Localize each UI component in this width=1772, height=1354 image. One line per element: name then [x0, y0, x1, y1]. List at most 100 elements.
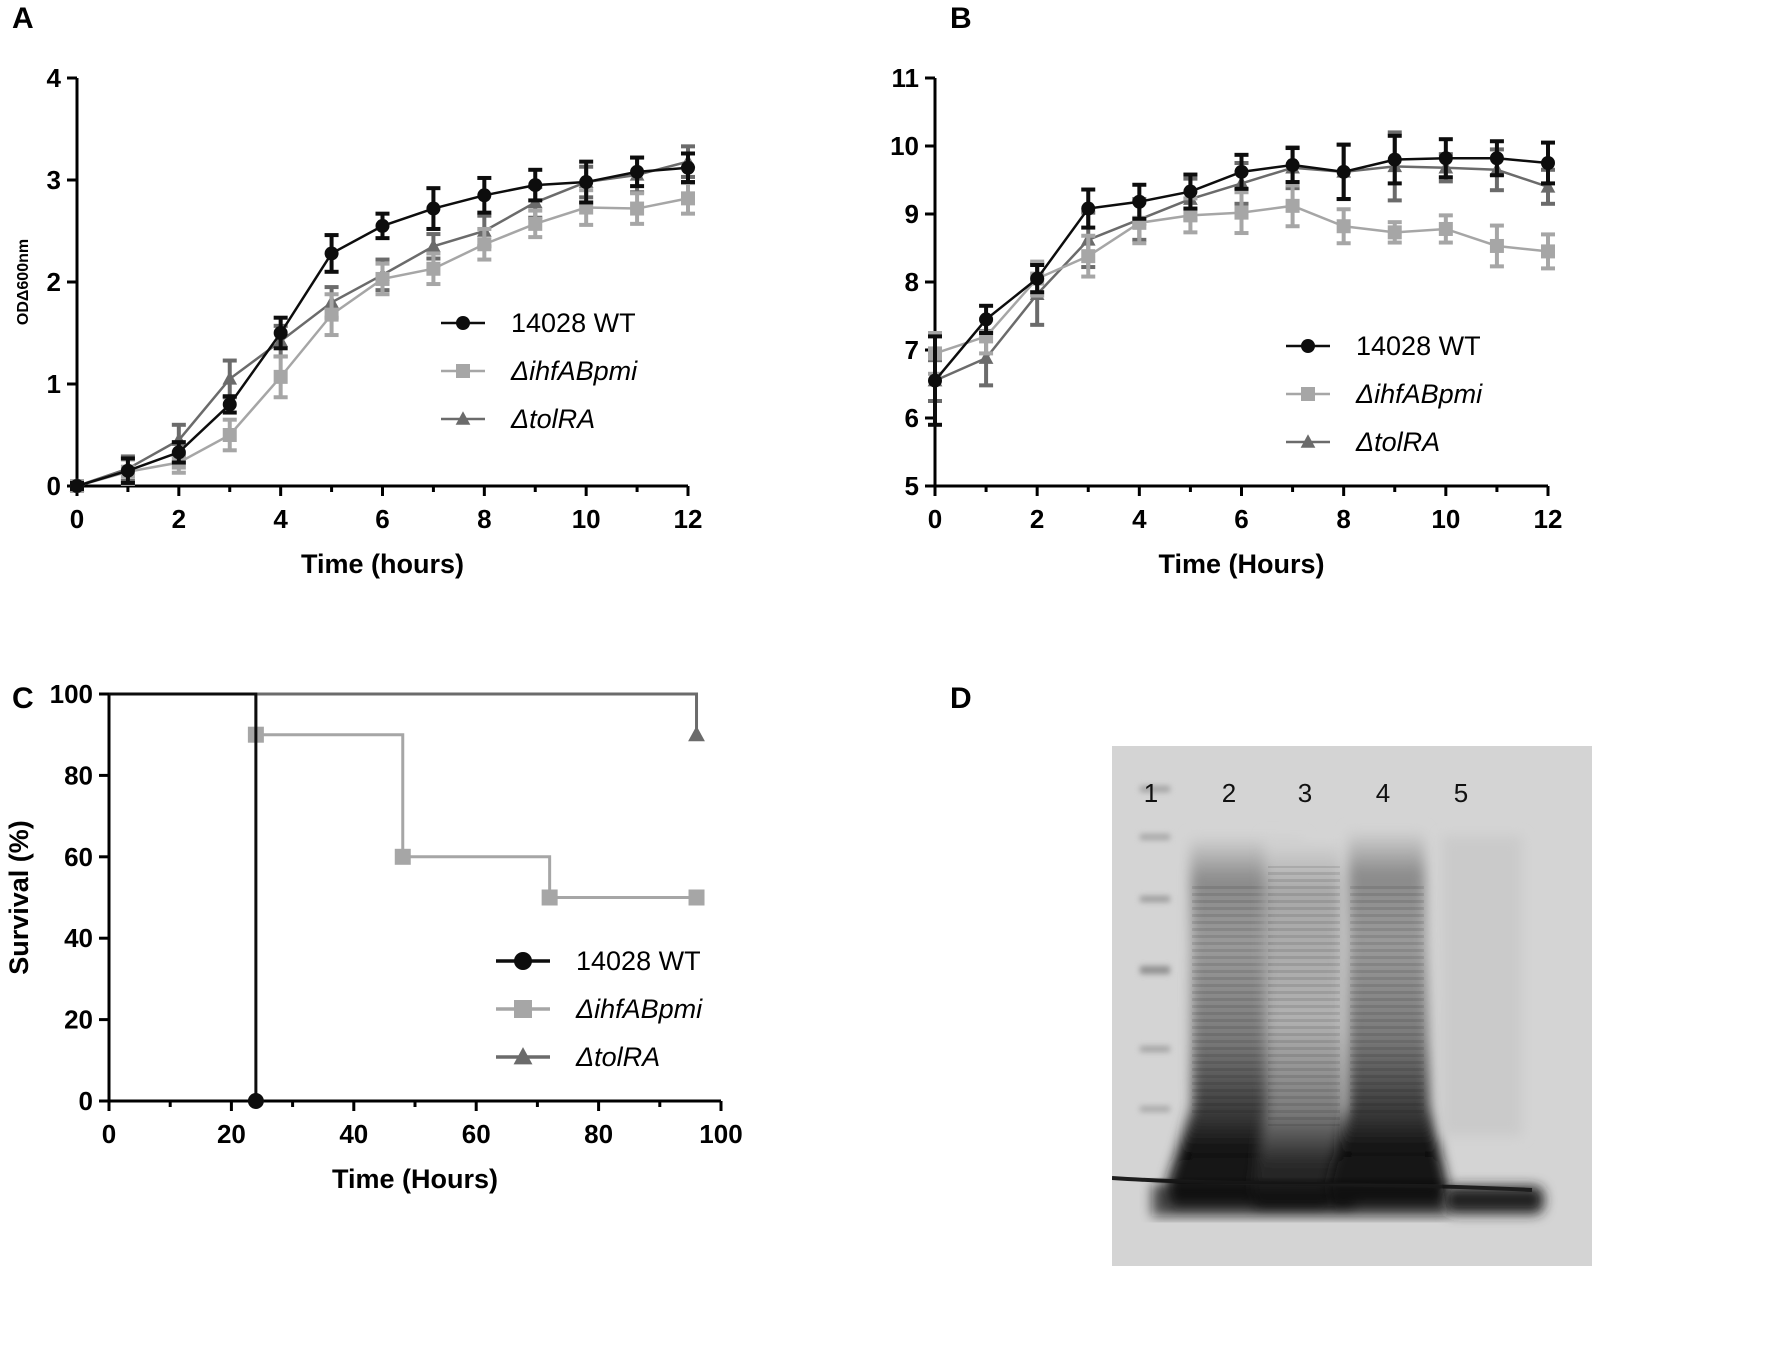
legend-marker-triangle	[455, 411, 471, 425]
x-axis-title: Time (hours)	[301, 549, 464, 579]
data-point	[579, 175, 594, 190]
data-point	[394, 848, 411, 865]
legend-marker-square	[514, 1000, 532, 1018]
data-point	[324, 246, 339, 261]
data-point	[1183, 208, 1198, 223]
panel-label-c: C	[12, 682, 34, 715]
legend-label: ΔtolRA	[510, 404, 595, 434]
legend-label: ΔtolRA	[575, 1042, 660, 1072]
legend-entry: 14028 WT	[441, 308, 636, 338]
data-point	[979, 312, 994, 327]
data-point	[978, 350, 994, 364]
data-point	[1132, 194, 1147, 209]
legend-entry: ΔihfABpmi	[1286, 379, 1483, 409]
survival-step-line	[109, 692, 258, 1101]
y-tick-label: 7	[905, 335, 919, 365]
y-tick-label: 11	[892, 63, 920, 93]
x-tick-label: 0	[102, 1119, 116, 1149]
y-tick-label: 8	[905, 267, 919, 297]
data-point	[681, 160, 695, 175]
legend-marker-triangle	[513, 1047, 533, 1065]
legend-entry: 14028 WT	[1286, 331, 1481, 361]
data-point	[541, 889, 558, 906]
data-point	[273, 369, 288, 384]
x-tick-label: 80	[584, 1119, 613, 1149]
legend-label: 14028 WT	[576, 946, 701, 976]
y-tick-label: 60	[64, 842, 93, 872]
y-tick-label: 10	[890, 131, 919, 161]
legend-label: ΔtolRA	[1355, 427, 1440, 457]
legend-label: 14028 WT	[511, 308, 636, 338]
data-point	[681, 191, 695, 206]
x-tick-label: 100	[699, 1119, 742, 1149]
legend-label: ΔihfABpmi	[1355, 379, 1483, 409]
x-tick-label: 8	[477, 504, 491, 534]
gel-lane-1	[1140, 786, 1170, 1112]
data-point	[222, 428, 237, 442]
gel-lane-5	[1442, 836, 1544, 1214]
data-point	[222, 397, 237, 412]
data-point	[375, 271, 390, 286]
data-point	[928, 373, 942, 388]
y-axis-title: ODΔ600nm	[15, 239, 32, 325]
y-tick-label: 6	[905, 403, 919, 433]
data-point	[324, 307, 339, 322]
y-axis-title: Survival (%)	[4, 820, 34, 975]
survival-step-line	[109, 692, 699, 735]
data-point	[273, 326, 288, 340]
x-axis-title: Time (Hours)	[332, 1164, 498, 1194]
data-point	[1438, 151, 1453, 166]
gel-lane-3	[1252, 836, 1358, 1206]
gel-lane-number: 4	[1376, 778, 1390, 808]
x-tick-label: 10	[1431, 504, 1460, 534]
data-point	[1285, 158, 1300, 173]
legend-entry: ΔihfABpmi	[441, 356, 638, 386]
series-square	[109, 692, 705, 906]
data-point	[171, 445, 186, 460]
legend-label: ΔihfABpmi	[575, 994, 703, 1024]
data-point	[426, 261, 441, 276]
data-point	[1541, 156, 1555, 170]
data-point	[70, 479, 84, 493]
y-tick-label: 3	[47, 165, 61, 195]
data-point	[1489, 238, 1504, 253]
series-triangle	[109, 692, 705, 742]
legend-marker-square	[1301, 387, 1315, 401]
data-point	[1285, 198, 1300, 213]
y-tick-label: 40	[64, 923, 93, 953]
data-point	[528, 178, 543, 193]
data-point	[1030, 271, 1045, 286]
legend-entry: ΔtolRA	[496, 1042, 660, 1072]
x-tick-label: 2	[1030, 504, 1044, 534]
gel-lane-number: 2	[1222, 778, 1236, 808]
data-point	[426, 238, 441, 253]
panel-label-b: B	[950, 2, 972, 35]
x-tick-label: 10	[572, 504, 601, 534]
panel-label-d: D	[950, 682, 972, 715]
data-point	[528, 216, 543, 231]
gel-lane-number: 3	[1298, 778, 1312, 808]
data-point	[1234, 164, 1249, 179]
legend-entry: ΔihfABpmi	[496, 994, 703, 1024]
y-tick-label: 5	[905, 471, 919, 501]
x-tick-label: 8	[1336, 504, 1350, 534]
y-tick-label: 2	[47, 267, 61, 297]
gel-image-d: 1 2 3 4 5	[1112, 746, 1592, 1266]
legend-entry: ΔtolRA	[441, 404, 595, 434]
legend-label: ΔihfABpmi	[510, 356, 638, 386]
series-circle	[928, 133, 1555, 427]
survival-step-line	[109, 692, 697, 899]
data-point	[477, 237, 492, 252]
legend-entry: ΔtolRA	[1286, 427, 1440, 457]
legend-marker-circle	[1301, 339, 1315, 353]
y-tick-label: 1	[47, 369, 61, 399]
x-tick-label: 6	[375, 504, 389, 534]
x-tick-label: 0	[70, 504, 84, 534]
gel-lane-4	[1328, 830, 1448, 1206]
data-point	[630, 164, 645, 179]
legend-label: 14028 WT	[1356, 331, 1481, 361]
legend-marker-triangle	[1300, 434, 1316, 448]
